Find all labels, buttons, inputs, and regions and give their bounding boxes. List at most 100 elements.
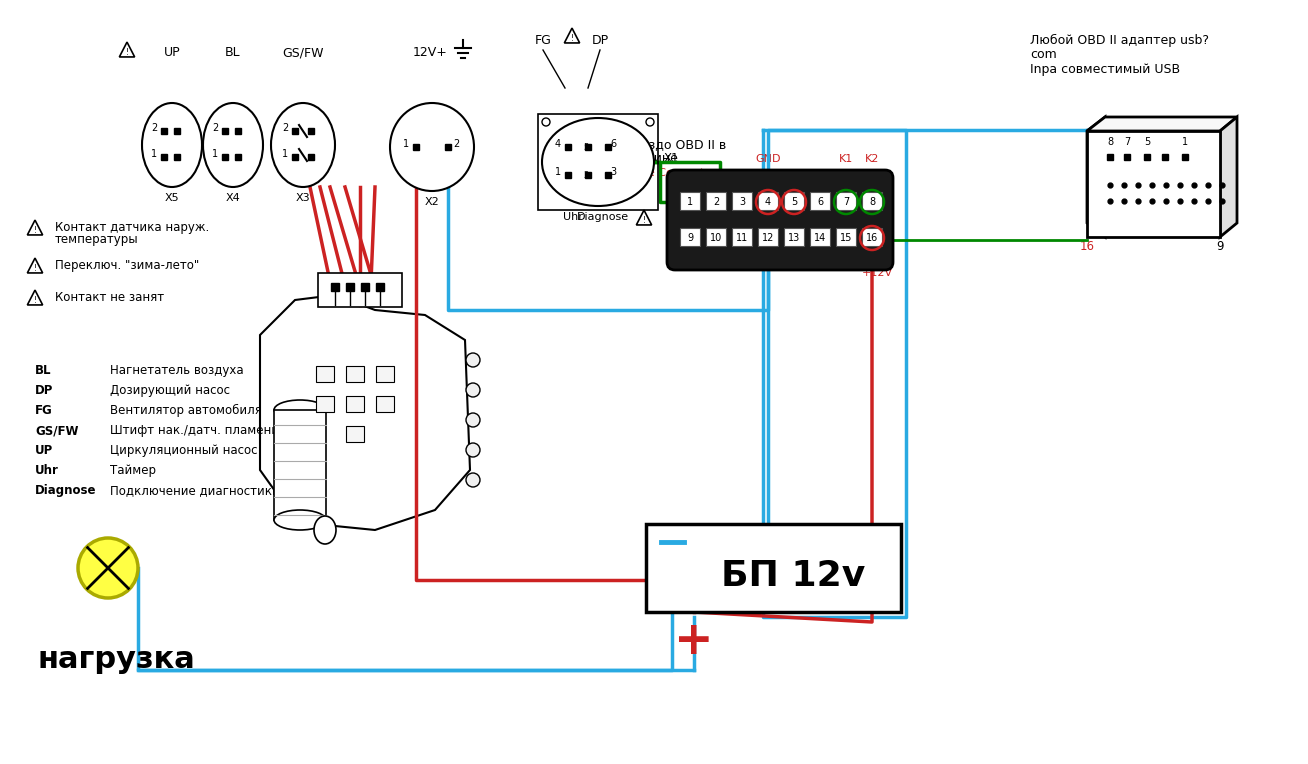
Text: 6: 6 [610, 139, 616, 149]
FancyBboxPatch shape [646, 524, 900, 612]
Text: K1: K1 [838, 154, 853, 164]
Text: GS/FW: GS/FW [283, 46, 324, 59]
Ellipse shape [271, 103, 335, 187]
Text: температуры: температуры [55, 233, 139, 246]
Ellipse shape [143, 103, 201, 187]
Text: 8: 8 [869, 197, 875, 207]
Text: 9: 9 [1216, 240, 1224, 253]
Polygon shape [1087, 117, 1237, 131]
Ellipse shape [542, 118, 654, 206]
Text: 1: 1 [283, 149, 288, 159]
Text: K2: K2 [865, 154, 879, 164]
Text: Контакт не занят: Контакт не занят [55, 291, 164, 304]
FancyBboxPatch shape [317, 366, 334, 382]
Text: 12V+: 12V+ [412, 46, 447, 59]
FancyBboxPatch shape [706, 228, 726, 246]
FancyBboxPatch shape [706, 192, 726, 210]
FancyBboxPatch shape [375, 396, 394, 412]
FancyBboxPatch shape [836, 228, 855, 246]
Text: X5: X5 [165, 193, 179, 203]
Text: DP: DP [35, 384, 54, 397]
Text: Циркуляционный насос: Циркуляционный насос [110, 444, 258, 457]
Text: Дозирующий насос: Дозирующий насос [110, 384, 230, 397]
FancyBboxPatch shape [347, 396, 364, 412]
Circle shape [466, 473, 480, 487]
Text: 2: 2 [150, 123, 157, 133]
Text: машине: машине [627, 152, 679, 165]
Text: X4: X4 [225, 193, 241, 203]
Text: X1: X1 [664, 152, 679, 165]
Text: Нагнетатель воздуха: Нагнетатель воздуха [110, 364, 243, 377]
FancyBboxPatch shape [667, 170, 893, 270]
Text: The Connector: The Connector [634, 168, 715, 178]
Text: 5: 5 [1144, 137, 1150, 147]
Text: Uhr: Uhr [562, 212, 583, 222]
FancyBboxPatch shape [732, 228, 752, 246]
Polygon shape [1220, 117, 1237, 237]
FancyBboxPatch shape [759, 192, 778, 210]
Text: Переключ. "зима-лето": Переключ. "зима-лето" [55, 259, 199, 272]
Text: Штифт нак./датч. пламени: Штифт нак./датч. пламени [110, 424, 279, 437]
Text: Uhr: Uhr [35, 464, 59, 477]
Ellipse shape [203, 103, 263, 187]
Text: 16: 16 [1079, 240, 1095, 253]
Text: Вентилятор автомобиля: Вентилятор автомобиля [110, 404, 262, 417]
Text: GND: GND [755, 154, 781, 164]
Text: Контакт датчика наруж.: Контакт датчика наруж. [55, 221, 209, 234]
Text: 4: 4 [765, 197, 770, 207]
Polygon shape [260, 295, 470, 530]
Text: 15: 15 [840, 233, 853, 243]
Text: 4: 4 [555, 139, 561, 149]
Text: нагрузка: нагрузка [38, 646, 196, 675]
Circle shape [78, 538, 139, 598]
Ellipse shape [273, 510, 326, 530]
Circle shape [466, 413, 480, 427]
Text: !: ! [34, 226, 37, 235]
Text: 1: 1 [1182, 137, 1188, 147]
FancyBboxPatch shape [1087, 131, 1220, 237]
Text: 2: 2 [453, 139, 459, 149]
Text: FG: FG [535, 34, 552, 47]
Text: !: ! [34, 296, 37, 306]
Text: X3: X3 [296, 193, 310, 203]
Ellipse shape [273, 400, 326, 420]
FancyBboxPatch shape [862, 228, 882, 246]
Text: 1: 1 [555, 167, 561, 177]
FancyBboxPatch shape [317, 396, 334, 412]
Text: 14: 14 [814, 233, 827, 243]
FancyBboxPatch shape [810, 192, 831, 210]
FancyBboxPatch shape [375, 366, 394, 382]
Polygon shape [1087, 117, 1105, 237]
Circle shape [466, 383, 480, 397]
Text: Любой OBD II адаптер usb?: Любой OBD II адаптер usb? [1029, 34, 1209, 47]
Text: Подключение диагностики: Подключение диагностики [110, 484, 280, 497]
Circle shape [542, 118, 549, 126]
Text: БП 12v: БП 12v [721, 559, 865, 593]
Text: X2: X2 [425, 197, 439, 207]
Text: +: + [674, 620, 713, 665]
Text: 1: 1 [212, 149, 218, 159]
FancyBboxPatch shape [347, 366, 364, 382]
FancyBboxPatch shape [783, 228, 804, 246]
FancyBboxPatch shape [273, 410, 326, 520]
Circle shape [466, 353, 480, 367]
Text: 2: 2 [713, 197, 719, 207]
Text: Таймер: Таймер [110, 464, 156, 477]
Text: 10: 10 [710, 233, 722, 243]
Text: Diagnose: Diagnose [35, 484, 97, 497]
Text: !: ! [642, 216, 646, 225]
Text: !: ! [570, 34, 573, 44]
Text: 5: 5 [791, 197, 797, 207]
FancyBboxPatch shape [347, 426, 364, 442]
FancyBboxPatch shape [680, 192, 700, 210]
FancyBboxPatch shape [759, 228, 778, 246]
Text: 7: 7 [842, 197, 849, 207]
Text: 2: 2 [283, 123, 288, 133]
FancyBboxPatch shape [836, 192, 855, 210]
Text: +12V: +12V [862, 268, 892, 278]
Ellipse shape [390, 103, 473, 191]
Text: 8: 8 [1107, 137, 1113, 147]
Ellipse shape [314, 516, 336, 544]
Text: 13: 13 [787, 233, 800, 243]
Text: BL: BL [35, 364, 51, 377]
